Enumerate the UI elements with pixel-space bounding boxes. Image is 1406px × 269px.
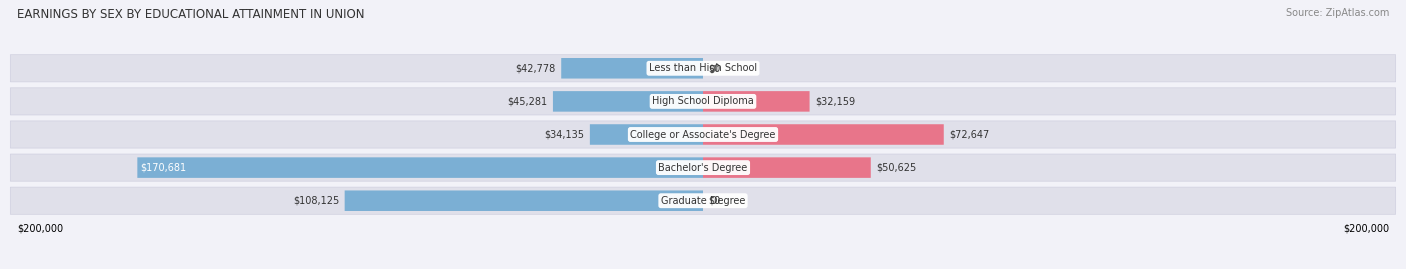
FancyBboxPatch shape	[344, 190, 703, 211]
Text: $34,135: $34,135	[544, 129, 585, 140]
Text: $50,625: $50,625	[876, 162, 917, 173]
Text: Source: ZipAtlas.com: Source: ZipAtlas.com	[1285, 8, 1389, 18]
FancyBboxPatch shape	[10, 55, 1396, 82]
Text: $72,647: $72,647	[949, 129, 990, 140]
Text: $108,125: $108,125	[292, 196, 339, 206]
FancyBboxPatch shape	[703, 157, 870, 178]
Text: EARNINGS BY SEX BY EDUCATIONAL ATTAINMENT IN UNION: EARNINGS BY SEX BY EDUCATIONAL ATTAINMEN…	[17, 8, 364, 21]
FancyBboxPatch shape	[138, 157, 703, 178]
Text: $32,159: $32,159	[815, 96, 855, 107]
FancyBboxPatch shape	[703, 91, 810, 112]
Text: $45,281: $45,281	[508, 96, 547, 107]
Text: $42,778: $42,778	[516, 63, 555, 73]
FancyBboxPatch shape	[553, 91, 703, 112]
Text: $170,681: $170,681	[141, 162, 187, 173]
FancyBboxPatch shape	[561, 58, 703, 79]
FancyBboxPatch shape	[591, 124, 703, 145]
Text: Bachelor's Degree: Bachelor's Degree	[658, 162, 748, 173]
FancyBboxPatch shape	[10, 187, 1396, 214]
Text: Less than High School: Less than High School	[650, 63, 756, 73]
FancyBboxPatch shape	[10, 88, 1396, 115]
Text: High School Diploma: High School Diploma	[652, 96, 754, 107]
Text: $0: $0	[709, 196, 720, 206]
Text: Graduate Degree: Graduate Degree	[661, 196, 745, 206]
Text: College or Associate's Degree: College or Associate's Degree	[630, 129, 776, 140]
FancyBboxPatch shape	[10, 121, 1396, 148]
FancyBboxPatch shape	[10, 154, 1396, 181]
FancyBboxPatch shape	[703, 124, 943, 145]
Text: $0: $0	[709, 63, 720, 73]
